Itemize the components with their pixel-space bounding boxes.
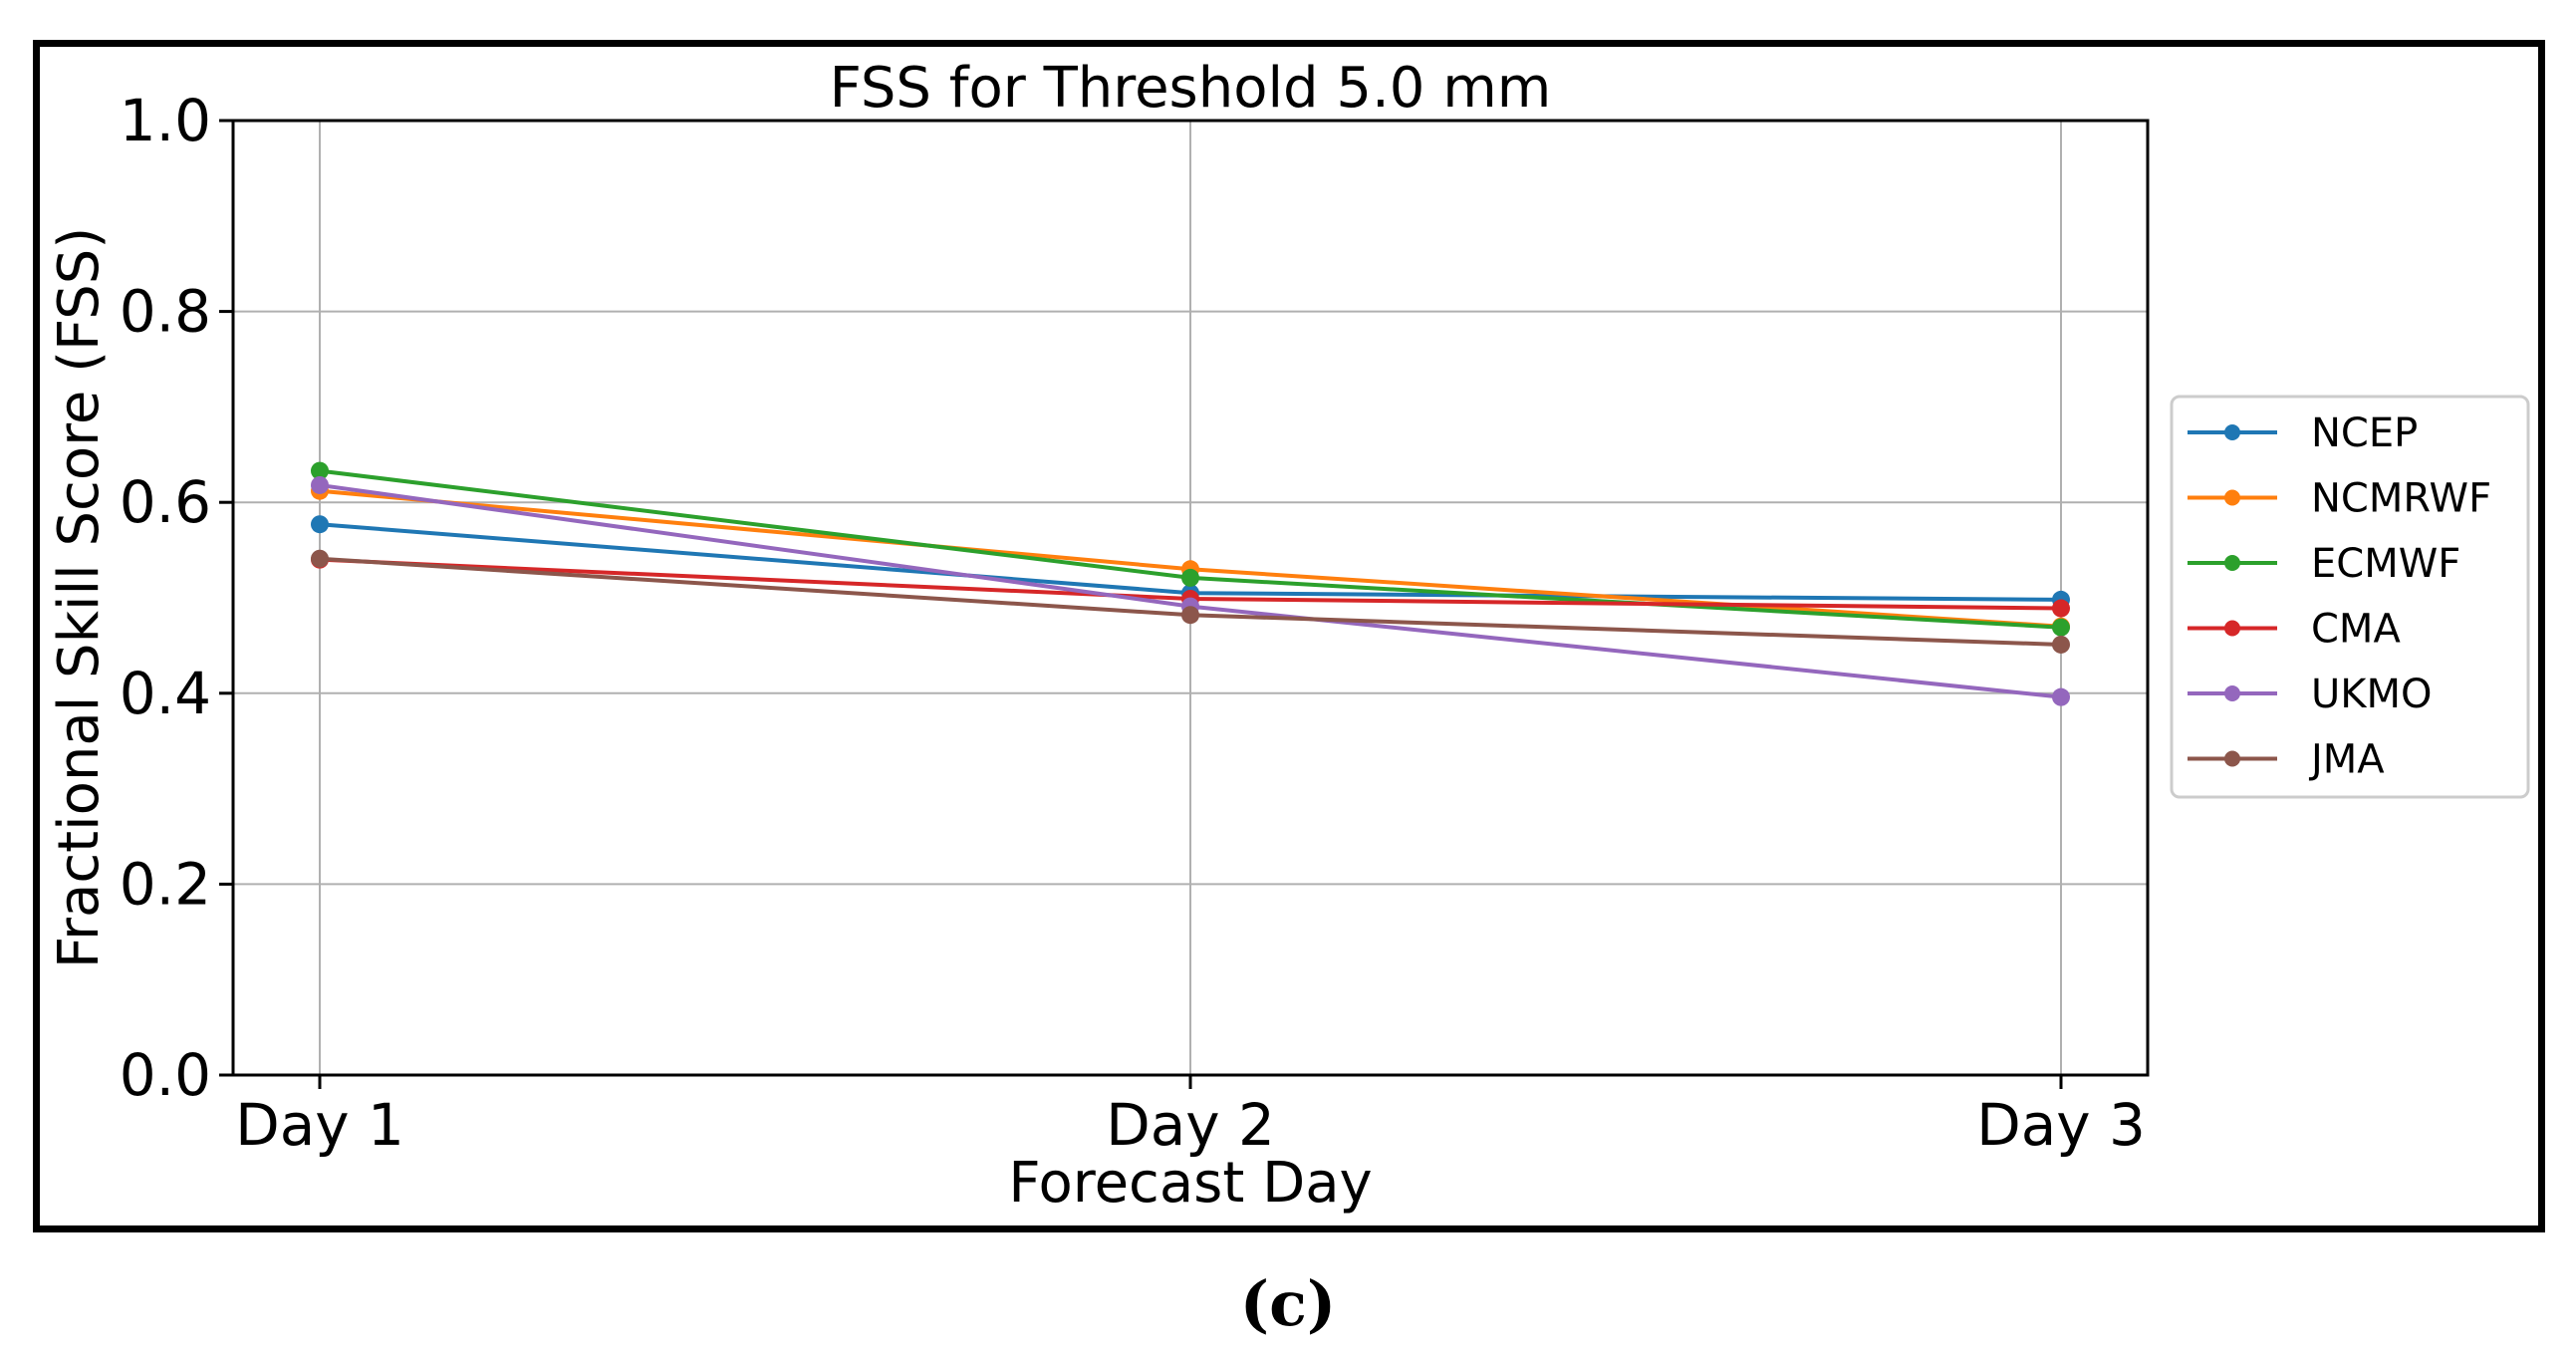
- data-point-ncep: [311, 515, 329, 534]
- x-tick-label: Day 2: [1106, 1091, 1275, 1159]
- data-point-ukmo: [311, 475, 329, 494]
- legend-label-ukmo: UKMO: [2311, 672, 2433, 717]
- legend-label-ncep: NCEP: [2311, 410, 2418, 456]
- legend-marker-cma: [2224, 620, 2240, 637]
- legend-marker-ncep: [2224, 424, 2240, 440]
- series-lines: [311, 461, 2070, 706]
- y-tick-label: 0.2: [120, 850, 211, 918]
- data-point-ecmwf: [1181, 568, 1199, 587]
- legend-marker-ukmo: [2224, 685, 2240, 701]
- x-axis: Day 1 Day 2 Day 3: [235, 1075, 2146, 1159]
- y-axis-title: Fractional Skill Score (FSS): [47, 227, 112, 968]
- figure-frame: [33, 40, 2545, 1232]
- legend-marker-jma: [2224, 750, 2240, 767]
- data-point-ecmwf: [2052, 618, 2070, 637]
- y-tick-label: 0.0: [120, 1041, 211, 1109]
- y-tick-label: 0.6: [120, 468, 211, 536]
- data-point-ecmwf: [311, 461, 329, 480]
- y-tick-label: 0.4: [120, 660, 211, 727]
- data-point-jma: [1181, 606, 1199, 625]
- x-axis-title: Forecast Day: [1008, 1151, 1372, 1216]
- data-point-jma: [311, 549, 329, 568]
- legend-marker-ecmwf: [2224, 555, 2240, 571]
- legend-label-ecmwf: ECMWF: [2311, 541, 2460, 587]
- legend-label-cma: CMA: [2311, 607, 2401, 653]
- data-point-jma: [2052, 635, 2070, 654]
- data-point-ukmo: [2052, 687, 2070, 706]
- x-tick-label: Day 3: [1976, 1091, 2146, 1159]
- x-tick-label: Day 1: [235, 1091, 404, 1159]
- y-tick-label: 0.8: [120, 278, 211, 346]
- legend: NCEP NCMRWF ECMWF CMA UKMO JMA: [2170, 395, 2530, 799]
- chart-title: FSS for Threshold 5.0 mm: [830, 56, 1552, 121]
- figure-caption: (c): [1240, 1267, 1336, 1340]
- legend-label-jma: JMA: [2308, 737, 2385, 783]
- data-point-cma: [2052, 599, 2070, 618]
- legend-marker-ncmrwf: [2224, 489, 2240, 506]
- y-axis: 0.0 0.2 0.4 0.6 0.8 1.0: [120, 87, 233, 1109]
- legend-label-ncmrwf: NCMRWF: [2311, 476, 2491, 522]
- y-tick-label: 1.0: [120, 87, 211, 154]
